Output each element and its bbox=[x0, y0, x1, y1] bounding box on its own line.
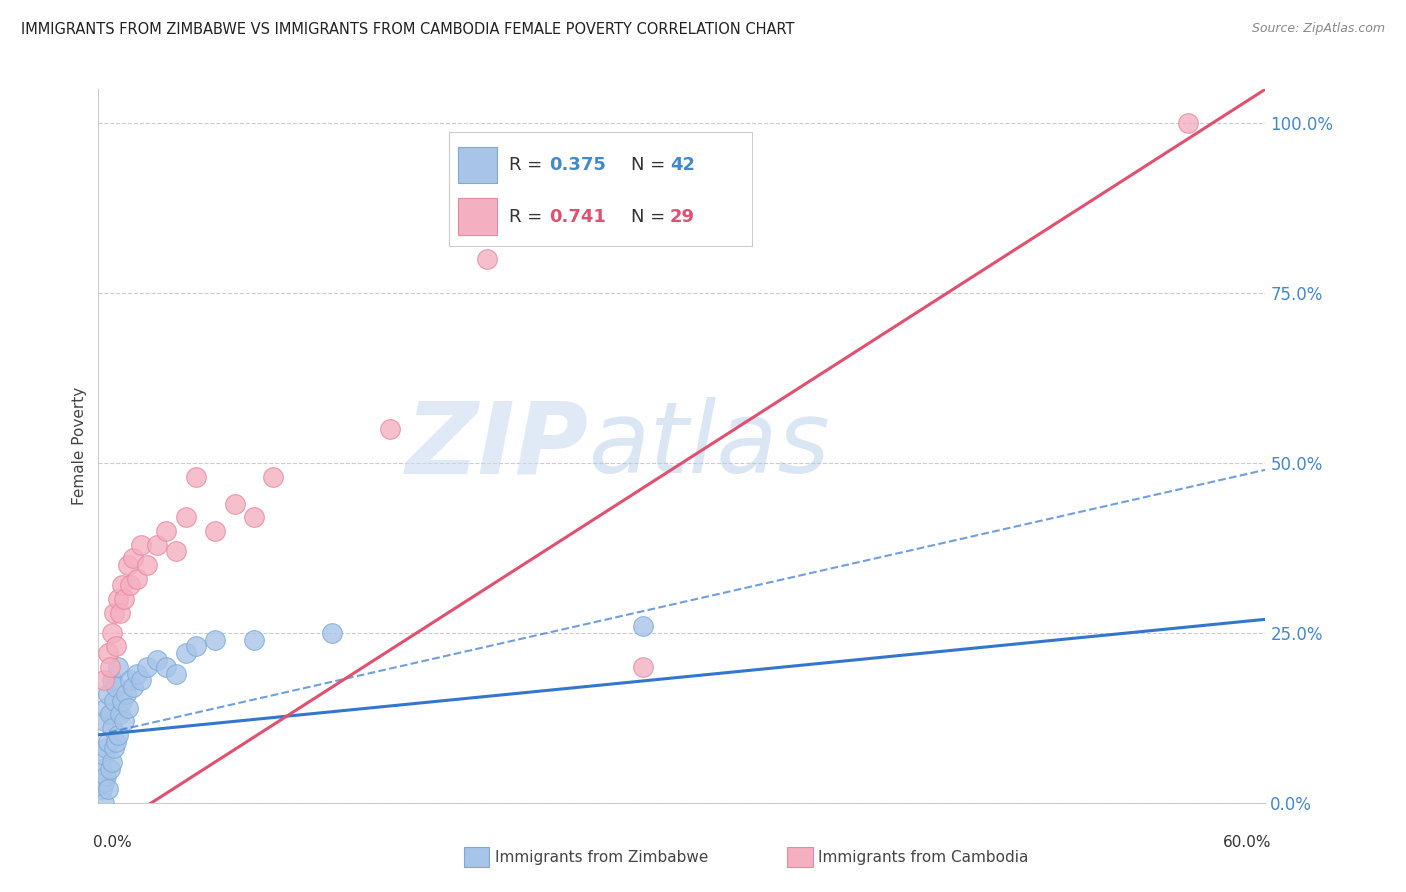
Point bbox=[631, 660, 654, 674]
Point bbox=[96, 700, 118, 714]
Point bbox=[101, 721, 124, 735]
Point bbox=[243, 510, 266, 524]
Point bbox=[146, 537, 169, 551]
Point bbox=[127, 666, 149, 681]
Point bbox=[477, 252, 499, 266]
Point bbox=[97, 782, 120, 797]
Point bbox=[93, 796, 115, 810]
Point bbox=[111, 578, 134, 592]
Point bbox=[101, 673, 124, 688]
Text: 29: 29 bbox=[671, 208, 695, 226]
Text: Source: ZipAtlas.com: Source: ZipAtlas.com bbox=[1251, 22, 1385, 36]
Text: R =: R = bbox=[509, 208, 548, 226]
Point bbox=[96, 741, 118, 756]
Point bbox=[96, 769, 118, 783]
Text: ZIP: ZIP bbox=[405, 398, 589, 494]
Point bbox=[129, 537, 152, 551]
Point bbox=[1177, 116, 1199, 130]
Text: 0.0%: 0.0% bbox=[93, 835, 131, 850]
Point bbox=[122, 551, 145, 566]
Point bbox=[93, 714, 115, 729]
Point bbox=[111, 694, 134, 708]
Point bbox=[165, 544, 187, 558]
Bar bbox=[457, 147, 498, 184]
Point bbox=[112, 591, 135, 606]
Point bbox=[98, 707, 121, 722]
Point bbox=[136, 558, 159, 572]
Point bbox=[104, 640, 127, 654]
Text: 0.375: 0.375 bbox=[548, 156, 606, 174]
Point bbox=[97, 734, 120, 748]
Point bbox=[321, 626, 343, 640]
Text: IMMIGRANTS FROM ZIMBABWE VS IMMIGRANTS FROM CAMBODIA FEMALE POVERTY CORRELATION : IMMIGRANTS FROM ZIMBABWE VS IMMIGRANTS F… bbox=[21, 22, 794, 37]
Point bbox=[117, 558, 139, 572]
Text: N =: N = bbox=[630, 156, 671, 174]
Point bbox=[129, 673, 152, 688]
Point bbox=[114, 687, 136, 701]
Point bbox=[136, 660, 159, 674]
Point bbox=[174, 646, 197, 660]
Point bbox=[165, 666, 187, 681]
Point bbox=[93, 748, 115, 763]
Point bbox=[122, 680, 145, 694]
Point bbox=[108, 707, 131, 722]
Point bbox=[103, 694, 125, 708]
Point bbox=[98, 762, 121, 776]
Point bbox=[146, 653, 169, 667]
Point bbox=[91, 782, 114, 797]
Point bbox=[101, 755, 124, 769]
Text: 0.741: 0.741 bbox=[548, 208, 606, 226]
Point bbox=[378, 422, 402, 436]
Point bbox=[107, 728, 129, 742]
Point bbox=[104, 734, 127, 748]
Text: Immigrants from Zimbabwe: Immigrants from Zimbabwe bbox=[495, 850, 709, 864]
Point bbox=[118, 673, 141, 688]
Text: 42: 42 bbox=[671, 156, 695, 174]
Text: R =: R = bbox=[509, 156, 548, 174]
Text: atlas: atlas bbox=[589, 398, 830, 494]
Point bbox=[93, 775, 115, 789]
Point bbox=[117, 700, 139, 714]
Point bbox=[184, 640, 207, 654]
Point bbox=[103, 741, 125, 756]
Text: Immigrants from Cambodia: Immigrants from Cambodia bbox=[818, 850, 1029, 864]
Point bbox=[127, 572, 149, 586]
Point bbox=[101, 626, 124, 640]
Y-axis label: Female Poverty: Female Poverty bbox=[72, 387, 87, 505]
Point bbox=[108, 606, 131, 620]
Point bbox=[118, 578, 141, 592]
Point bbox=[155, 524, 177, 538]
Text: N =: N = bbox=[630, 208, 671, 226]
Point bbox=[107, 660, 129, 674]
Point bbox=[174, 510, 197, 524]
Bar bbox=[457, 198, 498, 235]
Point bbox=[93, 673, 115, 688]
Point bbox=[243, 632, 266, 647]
Text: 60.0%: 60.0% bbox=[1223, 835, 1271, 850]
Point bbox=[262, 469, 284, 483]
Point bbox=[98, 660, 121, 674]
Point bbox=[91, 762, 114, 776]
Point bbox=[204, 632, 226, 647]
Point bbox=[97, 646, 120, 660]
Point bbox=[107, 591, 129, 606]
Point bbox=[204, 524, 226, 538]
Point bbox=[224, 497, 246, 511]
Point bbox=[97, 687, 120, 701]
Point bbox=[103, 606, 125, 620]
Point bbox=[112, 714, 135, 729]
Point bbox=[184, 469, 207, 483]
Point bbox=[104, 680, 127, 694]
Point bbox=[631, 619, 654, 633]
Point bbox=[155, 660, 177, 674]
